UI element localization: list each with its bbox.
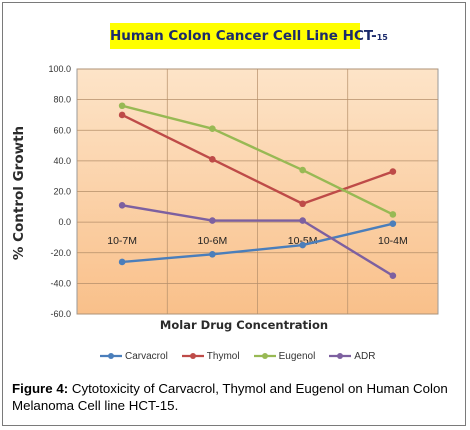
legend-swatch-carvacrol: [100, 353, 122, 359]
legend-swatch-marker: [261, 353, 268, 359]
data-point-eugenol: [389, 211, 397, 218]
data-point-eugenol: [209, 125, 216, 133]
y-tick-label: 0.0: [58, 217, 71, 227]
legend-label-adr: ADR: [354, 350, 376, 362]
legend-item-adr: ADR: [329, 350, 375, 362]
y-tick-label: 100.0: [48, 64, 71, 74]
legend-swatch-marker: [189, 353, 196, 359]
data-point-carvacrol: [389, 220, 397, 227]
y-tick-label: 20.0: [53, 187, 71, 197]
y-tick-label: 60.0: [53, 125, 71, 135]
legend-item-eugenol: Eugenol: [253, 350, 316, 362]
data-point-carvacrol: [299, 241, 306, 249]
caption-label: Figure 4:: [12, 381, 69, 396]
figure-caption: Figure 4: Cytotoxicity of Carvacrol, Thy…: [12, 380, 458, 414]
data-point-thymol: [389, 168, 397, 175]
x-tick-label: 10-4M: [378, 235, 408, 247]
legend-label-carvacrol: Carvacrol: [125, 350, 168, 362]
chart-title-suffix: 15: [376, 33, 388, 42]
chart-legend: Carvacrol Thymol Eugenol ADR: [100, 348, 389, 364]
y-tick-label: 40.0: [53, 156, 71, 166]
legend-swatch-marker: [108, 353, 114, 359]
legend-label-thymol: Thymol: [206, 350, 240, 362]
legend-label-eugenol: Eugenol: [278, 350, 316, 362]
y-tick-label: -60.0: [50, 309, 71, 319]
data-point-carvacrol: [209, 250, 216, 258]
x-tick-label: 10-6M: [197, 235, 227, 247]
chart-title: Human Colon Cancer Cell Line HCT-15: [110, 23, 388, 49]
legend-swatch-thymol: [181, 353, 204, 359]
data-point-adr: [299, 217, 306, 224]
data-point-adr: [389, 272, 397, 280]
legend-swatch-marker: [337, 353, 344, 359]
series-line-eugenol: [121, 104, 394, 216]
data-point-thymol: [299, 200, 306, 208]
series-line-carvacrol: [122, 222, 394, 264]
x-tick-label: 10-7M: [107, 235, 137, 247]
series-line-thymol: [121, 113, 394, 205]
legend-item-thymol: Thymol: [181, 350, 240, 362]
caption-text: Cytotoxicity of Carvacrol, Thymol and Eu…: [12, 381, 448, 413]
chart-title-text: Human Colon Cancer Cell Line HCT-: [110, 28, 377, 44]
legend-swatch-adr: [329, 353, 352, 359]
data-point-eugenol: [118, 102, 126, 110]
data-point-adr: [209, 217, 216, 224]
y-tick-label: -40.0: [50, 278, 71, 288]
x-axis-label: Molar Drug Concentration: [159, 318, 329, 332]
legend-item-carvacrol: Carvacrol: [100, 350, 168, 362]
y-axis-label: % Control Growth: [11, 125, 27, 261]
data-point-thymol: [209, 156, 216, 163]
data-point-carvacrol: [118, 258, 126, 266]
data-point-thymol: [118, 111, 126, 119]
legend-swatch-eugenol: [253, 353, 276, 359]
y-tick-label: -20.0: [50, 248, 71, 258]
y-tick-label: 80.0: [53, 95, 71, 105]
data-point-adr: [118, 201, 126, 209]
series-line-adr: [121, 204, 394, 277]
data-point-eugenol: [299, 166, 306, 174]
